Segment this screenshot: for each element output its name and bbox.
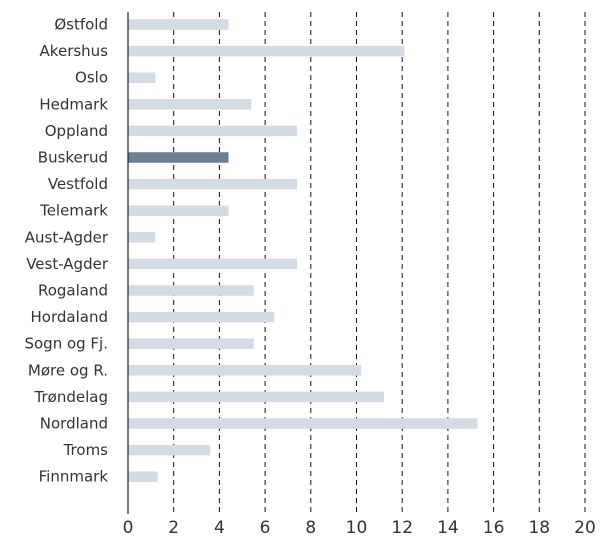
bar-vestfold — [128, 178, 298, 190]
category-label: Vestfold — [48, 175, 108, 193]
category-label: Østfold — [54, 16, 108, 34]
bar-hedmark — [128, 99, 252, 110]
x-tick-label: 4 — [214, 518, 225, 538]
bar-oslo — [128, 72, 156, 83]
category-label: Trøndelag — [34, 388, 108, 406]
category-labels: Østfold Akershus Oslo Hedmark Oppland Buskeru… — [24, 16, 108, 486]
category-label: Oslo — [75, 69, 108, 87]
category-label: Telemark — [39, 202, 108, 220]
category-label: Sogn og Fj. — [24, 335, 108, 353]
x-tick-label: 8 — [305, 518, 316, 538]
category-label: Vest-Agder — [26, 255, 109, 273]
bar-trøndelag — [128, 391, 384, 403]
category-label: Aust-Agder — [25, 228, 109, 246]
category-label: Rogaland — [38, 282, 108, 300]
bar-hordaland — [128, 311, 275, 323]
bar-akershus — [128, 45, 405, 57]
x-tick-label: 0 — [123, 518, 134, 538]
category-label: Nordland — [40, 415, 108, 433]
bar-vest-agder — [128, 258, 298, 270]
bar-nordland — [128, 418, 478, 429]
category-label: Møre og R. — [28, 361, 108, 379]
bar-finnmark — [128, 471, 158, 482]
bar-oppland — [128, 125, 298, 137]
x-tick-labels: 0 2 4 6 8 10 12 14 16 18 20 — [123, 518, 596, 538]
bar-aust-agder — [128, 232, 156, 243]
grid-lines — [173, 12, 586, 514]
category-label: Finnmark — [39, 468, 109, 486]
category-label: Hordaland — [31, 308, 108, 326]
bar-møre-og-r- — [128, 365, 362, 376]
bar-buskerud — [128, 152, 229, 163]
bar-østfold — [128, 19, 229, 30]
x-tick-label: 2 — [168, 518, 179, 538]
bar-telemark — [128, 205, 229, 216]
category-label: Buskerud — [38, 149, 108, 167]
x-tick-label: 18 — [528, 518, 550, 538]
x-tick-label: 16 — [483, 518, 505, 538]
x-tick-label: 10 — [346, 518, 368, 538]
x-tick-label: 12 — [391, 518, 413, 538]
x-tick-label: 6 — [260, 518, 271, 538]
bar-sogn-og-fj- — [128, 338, 254, 349]
bar-rogaland — [128, 285, 254, 296]
category-label: Oppland — [45, 122, 108, 140]
bar-troms — [128, 444, 211, 456]
category-label: Akershus — [40, 42, 109, 60]
x-tick-label: 14 — [437, 518, 459, 538]
category-label: Hedmark — [39, 95, 108, 113]
x-tick-label: 20 — [574, 518, 596, 538]
bars — [128, 19, 478, 482]
category-label: Troms — [63, 441, 109, 459]
